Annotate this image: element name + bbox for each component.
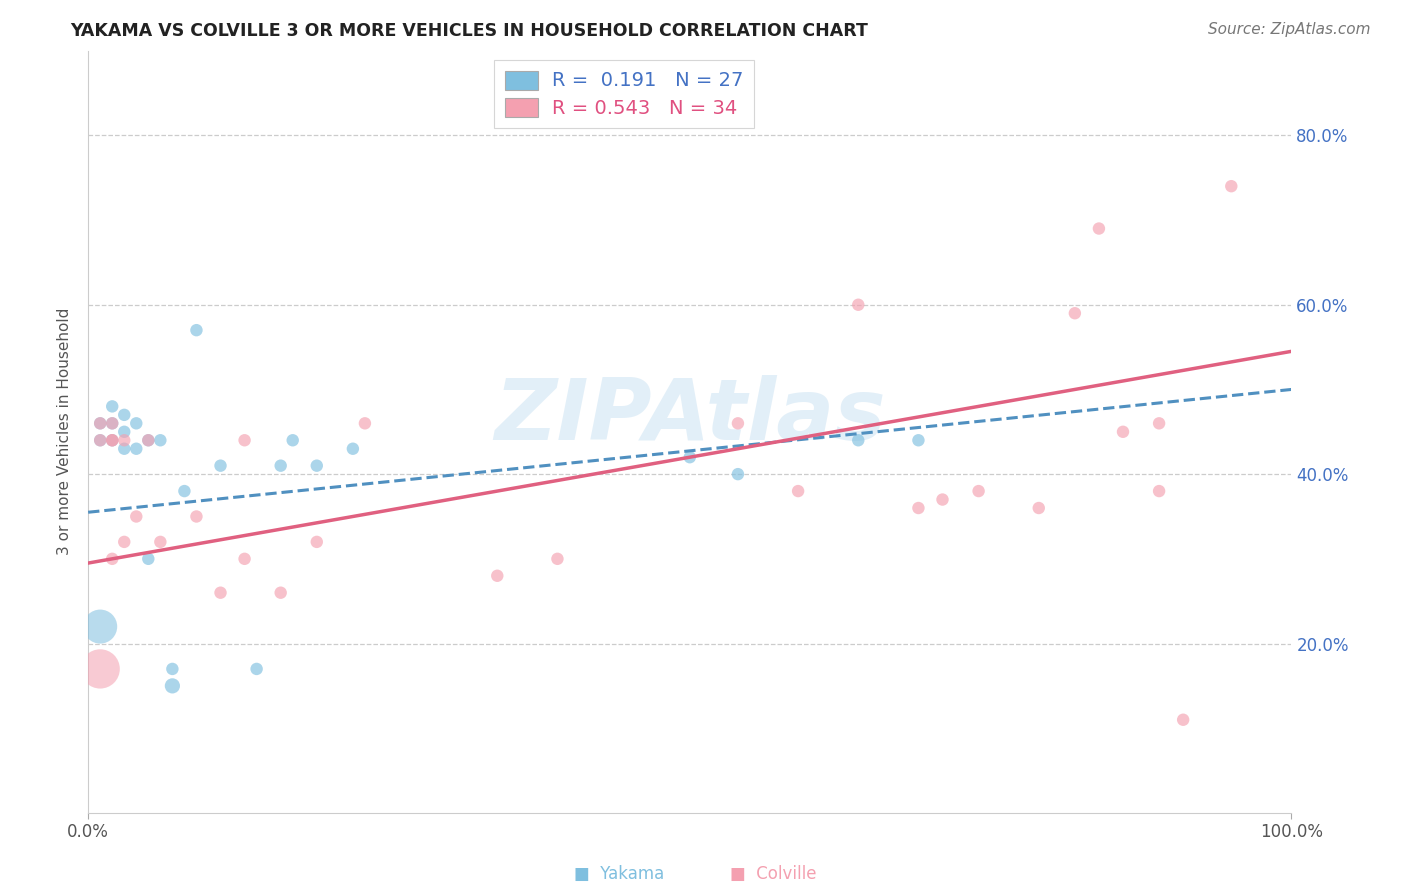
Point	[125, 417, 148, 431]
Point	[125, 442, 148, 456]
Point	[209, 458, 232, 473]
Point	[101, 434, 124, 448]
Point	[89, 434, 111, 448]
Point	[727, 417, 749, 431]
Point	[787, 484, 810, 499]
Point	[89, 417, 111, 431]
Legend: R =  0.191   N = 27, R = 0.543   N = 34: R = 0.191 N = 27, R = 0.543 N = 34	[495, 60, 754, 128]
Point	[136, 434, 159, 448]
Point	[846, 298, 869, 312]
Point	[136, 551, 159, 566]
Point	[125, 509, 148, 524]
Point	[186, 323, 208, 337]
Point	[1220, 179, 1243, 194]
Point	[1147, 417, 1170, 431]
Point	[89, 662, 111, 676]
Point	[101, 400, 124, 414]
Point	[173, 484, 195, 499]
Point	[281, 434, 304, 448]
Point	[209, 585, 232, 599]
Point	[846, 434, 869, 448]
Point	[112, 434, 135, 448]
Point	[486, 568, 509, 582]
Point	[546, 551, 568, 566]
Text: Source: ZipAtlas.com: Source: ZipAtlas.com	[1208, 22, 1371, 37]
Point	[270, 458, 292, 473]
Point	[101, 417, 124, 431]
Point	[354, 417, 377, 431]
Point	[186, 509, 208, 524]
Point	[727, 467, 749, 482]
Point	[136, 434, 159, 448]
Point	[1173, 713, 1195, 727]
Point	[305, 535, 328, 549]
Point	[1088, 221, 1111, 235]
Point	[101, 434, 124, 448]
Point	[907, 434, 929, 448]
Point	[112, 442, 135, 456]
Point	[149, 434, 172, 448]
Text: ■  Yakama: ■ Yakama	[574, 864, 664, 882]
Point	[270, 585, 292, 599]
Point	[89, 619, 111, 633]
Point	[233, 434, 256, 448]
Point	[101, 417, 124, 431]
Point	[1112, 425, 1135, 439]
Point	[1028, 501, 1050, 516]
Point	[112, 425, 135, 439]
Point	[1063, 306, 1085, 320]
Point	[931, 492, 953, 507]
Point	[89, 417, 111, 431]
Point	[907, 501, 929, 516]
Point	[101, 434, 124, 448]
Point	[112, 408, 135, 422]
Point	[679, 450, 702, 465]
Point	[246, 662, 269, 676]
Point	[967, 484, 990, 499]
Point	[112, 535, 135, 549]
Point	[149, 535, 172, 549]
Point	[162, 662, 184, 676]
Text: YAKAMA VS COLVILLE 3 OR MORE VEHICLES IN HOUSEHOLD CORRELATION CHART: YAKAMA VS COLVILLE 3 OR MORE VEHICLES IN…	[70, 22, 868, 40]
Point	[1147, 484, 1170, 499]
Point	[101, 551, 124, 566]
Point	[162, 679, 184, 693]
Text: ■  Colville: ■ Colville	[730, 864, 817, 882]
Y-axis label: 3 or more Vehicles in Household: 3 or more Vehicles in Household	[58, 308, 72, 556]
Point	[342, 442, 364, 456]
Point	[89, 434, 111, 448]
Point	[233, 551, 256, 566]
Text: ZIPAtlas: ZIPAtlas	[494, 375, 886, 458]
Point	[305, 458, 328, 473]
